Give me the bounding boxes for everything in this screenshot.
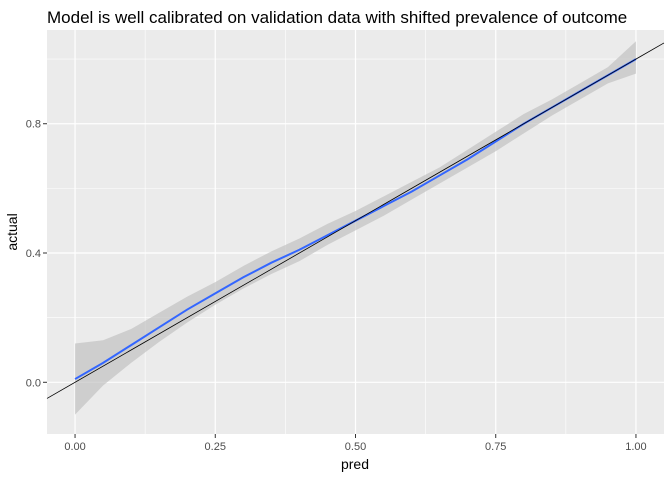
major-gridlines <box>47 30 664 434</box>
x-axis-title: pred <box>341 456 369 472</box>
chart-title: Model is well calibrated on validation d… <box>47 8 627 27</box>
x-tick-label: 0.00 <box>64 441 85 453</box>
reference-line <box>46 42 665 399</box>
y-axis-title: actual <box>4 213 20 250</box>
x-tick-label: 1.00 <box>625 441 646 453</box>
y-tick-label: 0.0 <box>26 377 41 389</box>
x-tick-label: 0.75 <box>485 441 506 453</box>
y-axis: 0.0 0.4 0.8 <box>26 119 47 389</box>
x-tick-label: 0.25 <box>205 441 226 453</box>
confidence-ribbon <box>75 41 636 415</box>
x-axis: 0.00 0.25 0.50 0.75 1.00 <box>64 434 647 453</box>
y-tick-label: 0.8 <box>26 119 41 131</box>
x-tick-label: 0.50 <box>345 441 366 453</box>
y-tick-label: 0.4 <box>26 248 41 260</box>
